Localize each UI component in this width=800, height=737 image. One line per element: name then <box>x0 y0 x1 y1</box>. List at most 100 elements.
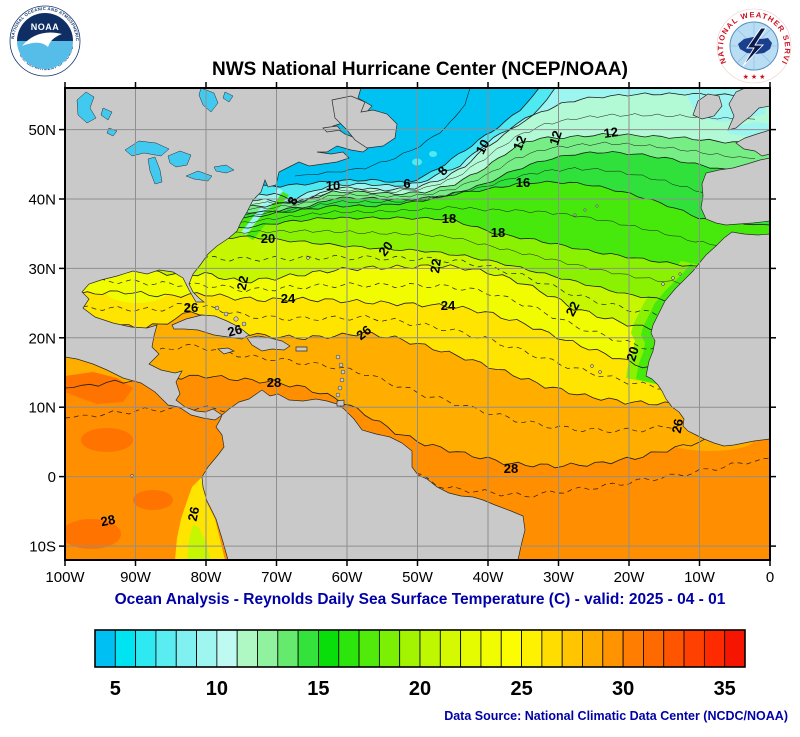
island <box>335 392 341 398</box>
island <box>671 276 675 280</box>
colorbar-cell <box>216 629 238 668</box>
colorbar-cell <box>683 629 705 668</box>
island <box>678 272 682 276</box>
colorbar-cell <box>663 629 685 668</box>
landmass <box>201 389 526 560</box>
x-axis-label: 30W <box>543 569 575 586</box>
island <box>335 354 341 360</box>
colorbar-cell <box>399 629 421 668</box>
colorbar-cell <box>541 629 563 668</box>
contour-value-label: 10 <box>473 137 493 157</box>
noaa-emblem-sea <box>17 41 73 69</box>
lake <box>222 91 234 103</box>
lake <box>76 91 97 124</box>
y-axis-label: 20N <box>28 330 56 347</box>
colorbar-cell <box>338 629 360 668</box>
colorbar: 5 10 15 20 25 30 35 <box>94 629 746 700</box>
landmass <box>217 347 235 355</box>
landmass <box>331 95 398 149</box>
lake <box>213 164 235 174</box>
island <box>223 311 229 317</box>
sst-contour <box>294 88 471 177</box>
contour-value-label: 22 <box>563 299 583 319</box>
contour-value-label: 24 <box>281 291 296 306</box>
colorbar-cell <box>643 629 665 668</box>
x-axis-label: 0 <box>766 569 774 586</box>
contour-value-label: 28 <box>504 461 518 476</box>
colorbar-cell <box>114 629 137 668</box>
landmass <box>700 157 770 226</box>
landmass <box>645 231 770 447</box>
island <box>338 362 344 368</box>
landmass <box>735 129 770 157</box>
land-layer <box>65 88 770 560</box>
colorbar-cell <box>196 629 218 668</box>
contour-value-label: 12 <box>510 133 529 152</box>
y-axis-label: 0 <box>48 469 56 486</box>
contour-value-label: 6 <box>403 176 410 191</box>
contour-value-label: 16 <box>516 175 530 190</box>
contour-value-label: 18 <box>442 211 456 226</box>
colorbar-cell <box>622 629 644 668</box>
contour-value-label: 12 <box>546 129 565 147</box>
colorbar-tick-label: 35 <box>714 678 736 700</box>
peru-cool-tongue <box>175 477 225 560</box>
contour-value-label: 26 <box>669 417 686 434</box>
island <box>598 370 602 374</box>
colorbar-tick-label: 20 <box>409 678 431 700</box>
contour-value-label: 12 <box>603 124 619 141</box>
island <box>590 364 594 368</box>
sst-contour <box>65 311 770 406</box>
island <box>241 321 247 327</box>
contour-value-label: 18 <box>491 225 505 240</box>
lake <box>147 156 163 185</box>
colorbar-cell <box>257 629 279 668</box>
lake <box>198 88 219 113</box>
colorbar-tick-label: 15 <box>307 678 329 700</box>
y-axis-label: 40N <box>28 192 56 209</box>
island <box>573 213 577 217</box>
sst-contour-dashed <box>65 343 756 434</box>
landmass <box>295 346 308 352</box>
map-subtitle: Ocean Analysis - Reynolds Daily Sea Surf… <box>115 591 726 608</box>
colorbar-tick-label: 10 <box>206 678 228 700</box>
colorbar-cell <box>480 629 502 668</box>
nws-ring-text: NATIONAL WEATHER SERVICE <box>0 0 791 66</box>
colorbar-cell <box>358 629 380 668</box>
sst-contour-dashed <box>65 303 756 391</box>
x-axis-label: 90W <box>120 569 152 586</box>
nws-stars: ★ ★ ★ <box>743 73 766 81</box>
shelf-cool-strip <box>246 192 289 240</box>
y-axis-label: 50N <box>28 122 56 139</box>
contour-value-label: 26 <box>226 321 244 339</box>
contour-value-label: 22 <box>234 274 252 291</box>
pacific-warm-pool <box>133 490 173 510</box>
colorbar-cell <box>500 629 522 668</box>
island <box>595 204 599 208</box>
colorbar-cell <box>703 629 726 668</box>
landmass <box>727 88 770 131</box>
colorbar-cell <box>460 629 482 668</box>
y-axis-label: 30N <box>28 261 56 278</box>
colorbar-cell <box>724 629 746 668</box>
landmass <box>65 88 373 421</box>
y-axis-label: 10N <box>28 400 56 417</box>
colorbar-cell <box>419 629 441 668</box>
lake <box>167 150 192 168</box>
colorbar-cell <box>236 629 258 668</box>
island <box>306 256 310 260</box>
contour-value-label: 10 <box>326 178 340 193</box>
landmass <box>336 399 345 407</box>
landmass <box>171 314 250 340</box>
noaa-wordmark: NOAA <box>31 22 60 32</box>
colorbar-cell <box>318 629 340 668</box>
landmass <box>246 335 291 352</box>
x-axis-label: 80W <box>191 569 223 586</box>
colorbar-cell <box>94 629 116 668</box>
colorbar-cell <box>297 629 319 668</box>
colorbar-cell <box>378 629 401 668</box>
island <box>661 282 665 286</box>
island <box>340 369 346 375</box>
